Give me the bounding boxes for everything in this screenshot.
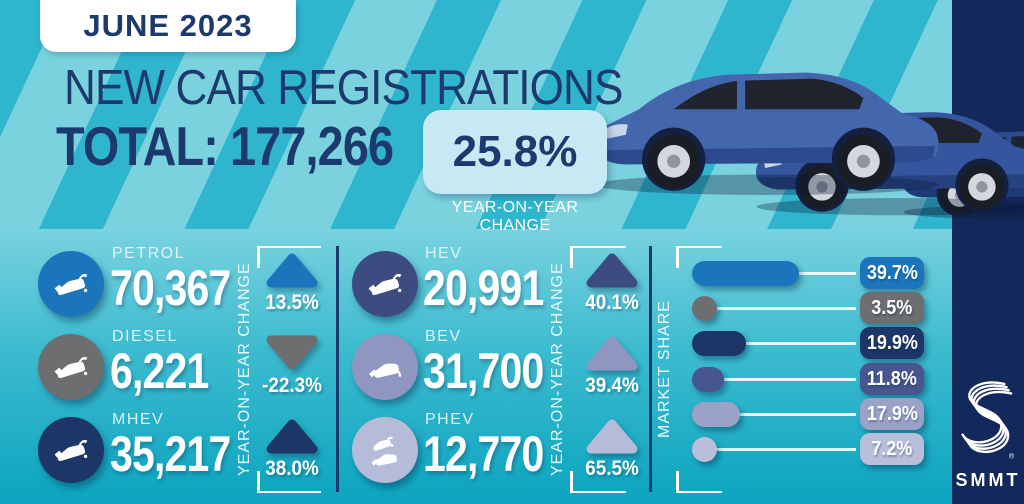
mhev-share-bar bbox=[692, 331, 746, 356]
market-share-axis-label: MARKET SHARE bbox=[656, 300, 673, 438]
petrol-label: PETROL bbox=[112, 245, 186, 262]
smmt-logo: ® SMMT bbox=[952, 378, 1024, 491]
mhev-label: MHEV bbox=[112, 411, 165, 428]
date-badge: JUNE 2023 bbox=[40, 0, 296, 52]
diesel-value: 6,221 bbox=[110, 343, 209, 399]
phev-share-label: 7.2% bbox=[860, 433, 924, 465]
hev-value: 20,991 bbox=[423, 260, 544, 316]
mhev-yoy-value: 38.0% bbox=[265, 457, 319, 480]
bev-share-label: 17.9% bbox=[860, 398, 924, 430]
bev-label: BEV bbox=[425, 328, 462, 345]
petrol-up-arrow bbox=[266, 253, 318, 288]
page-title: NEW CAR REGISTRATIONS bbox=[64, 61, 623, 115]
mhev-up-arrow bbox=[266, 419, 318, 454]
market-share-gridline bbox=[700, 413, 856, 416]
diesel-down-arrow bbox=[266, 335, 318, 370]
yoy-axis-label-1: YEAR-ON-YEAR CHANGE bbox=[236, 262, 253, 476]
mhev-circle bbox=[38, 417, 104, 483]
petrol-share-bar bbox=[692, 261, 799, 286]
hev-yoy-value: 40.1% bbox=[585, 291, 639, 314]
diesel-circle bbox=[38, 334, 104, 400]
car-large bbox=[595, 72, 939, 195]
fuel-nozzle-icon bbox=[51, 347, 91, 387]
phev-share-bar bbox=[692, 437, 717, 462]
market-share-gridline bbox=[700, 448, 856, 451]
phev-label: PHEV bbox=[425, 411, 475, 428]
fuel-nozzle-icon bbox=[51, 264, 91, 304]
bev-yoy-value: 39.4% bbox=[585, 374, 639, 397]
ev-plug-icon bbox=[365, 347, 405, 387]
yoy-axis-label-2: YEAR-ON-YEAR CHANGE bbox=[549, 262, 566, 476]
hev-share-label: 11.8% bbox=[860, 363, 924, 395]
bev-share-bar bbox=[692, 402, 740, 427]
hev-circle bbox=[352, 251, 418, 317]
petrol-share-label: 39.7% bbox=[860, 257, 924, 289]
petrol-yoy-value: 13.5% bbox=[265, 291, 319, 314]
total-label: TOTAL: bbox=[56, 115, 219, 177]
smmt-s-icon: ® bbox=[961, 381, 1015, 460]
market-share-gridline bbox=[700, 378, 856, 381]
bev-up-arrow bbox=[586, 336, 638, 371]
hev-share-bar bbox=[692, 367, 724, 392]
market-share-bracket bbox=[676, 246, 722, 493]
fuel-nozzle-icon bbox=[51, 430, 91, 470]
phev-yoy-value: 65.5% bbox=[585, 457, 639, 480]
hev-up-arrow bbox=[586, 253, 638, 288]
hev-label: HEV bbox=[425, 245, 463, 262]
total-registrations: TOTAL: 177,266 bbox=[56, 114, 394, 178]
bev-circle bbox=[352, 334, 418, 400]
phev-up-arrow bbox=[586, 419, 638, 454]
diesel-share-label: 3.5% bbox=[860, 292, 924, 324]
section-divider-2 bbox=[649, 246, 652, 492]
market-share-gridline bbox=[700, 307, 856, 310]
phev-circle bbox=[352, 417, 418, 483]
yoy-bracket-2 bbox=[570, 246, 626, 493]
market-share-gridline bbox=[700, 342, 856, 345]
cars-illustration bbox=[595, 72, 1024, 220]
mhev-share-label: 19.9% bbox=[860, 327, 924, 359]
registered-mark: ® bbox=[1009, 451, 1015, 460]
total-yoy-change-badge: 25.8% bbox=[423, 110, 607, 194]
total-value: 177,266 bbox=[230, 115, 394, 177]
petrol-circle bbox=[38, 251, 104, 317]
diesel-yoy-value: -22.3% bbox=[262, 374, 322, 397]
section-divider-1 bbox=[336, 246, 339, 492]
brand-sidebar bbox=[952, 0, 1024, 504]
bev-value: 31,700 bbox=[423, 343, 544, 399]
diesel-label: DIESEL bbox=[112, 328, 178, 345]
total-yoy-change-caption: YEAR-ON-YEAR CHANGE bbox=[451, 199, 579, 234]
mhev-value: 35,217 bbox=[110, 426, 231, 482]
smmt-wordmark: SMMT bbox=[955, 470, 1021, 490]
fuel-nozzle-icon bbox=[365, 264, 405, 304]
diesel-share-bar bbox=[692, 296, 717, 321]
phev-value: 12,770 bbox=[423, 426, 544, 482]
petrol-value: 70,367 bbox=[110, 260, 231, 316]
yoy-bracket-1 bbox=[257, 246, 321, 493]
nozzle-and-plug-icon bbox=[365, 430, 405, 470]
